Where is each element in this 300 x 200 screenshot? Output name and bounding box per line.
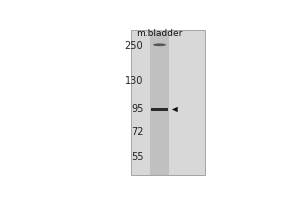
Polygon shape bbox=[172, 107, 178, 112]
Bar bbox=[150, 30, 169, 175]
Text: 55: 55 bbox=[131, 152, 143, 162]
Text: 130: 130 bbox=[125, 76, 143, 86]
Text: 250: 250 bbox=[125, 41, 143, 51]
Bar bbox=[130, 30, 205, 175]
Text: m.bladder: m.bladder bbox=[136, 29, 183, 38]
Ellipse shape bbox=[153, 43, 166, 46]
Text: 72: 72 bbox=[131, 127, 143, 137]
Text: 95: 95 bbox=[131, 104, 143, 114]
Bar bbox=[151, 108, 168, 111]
